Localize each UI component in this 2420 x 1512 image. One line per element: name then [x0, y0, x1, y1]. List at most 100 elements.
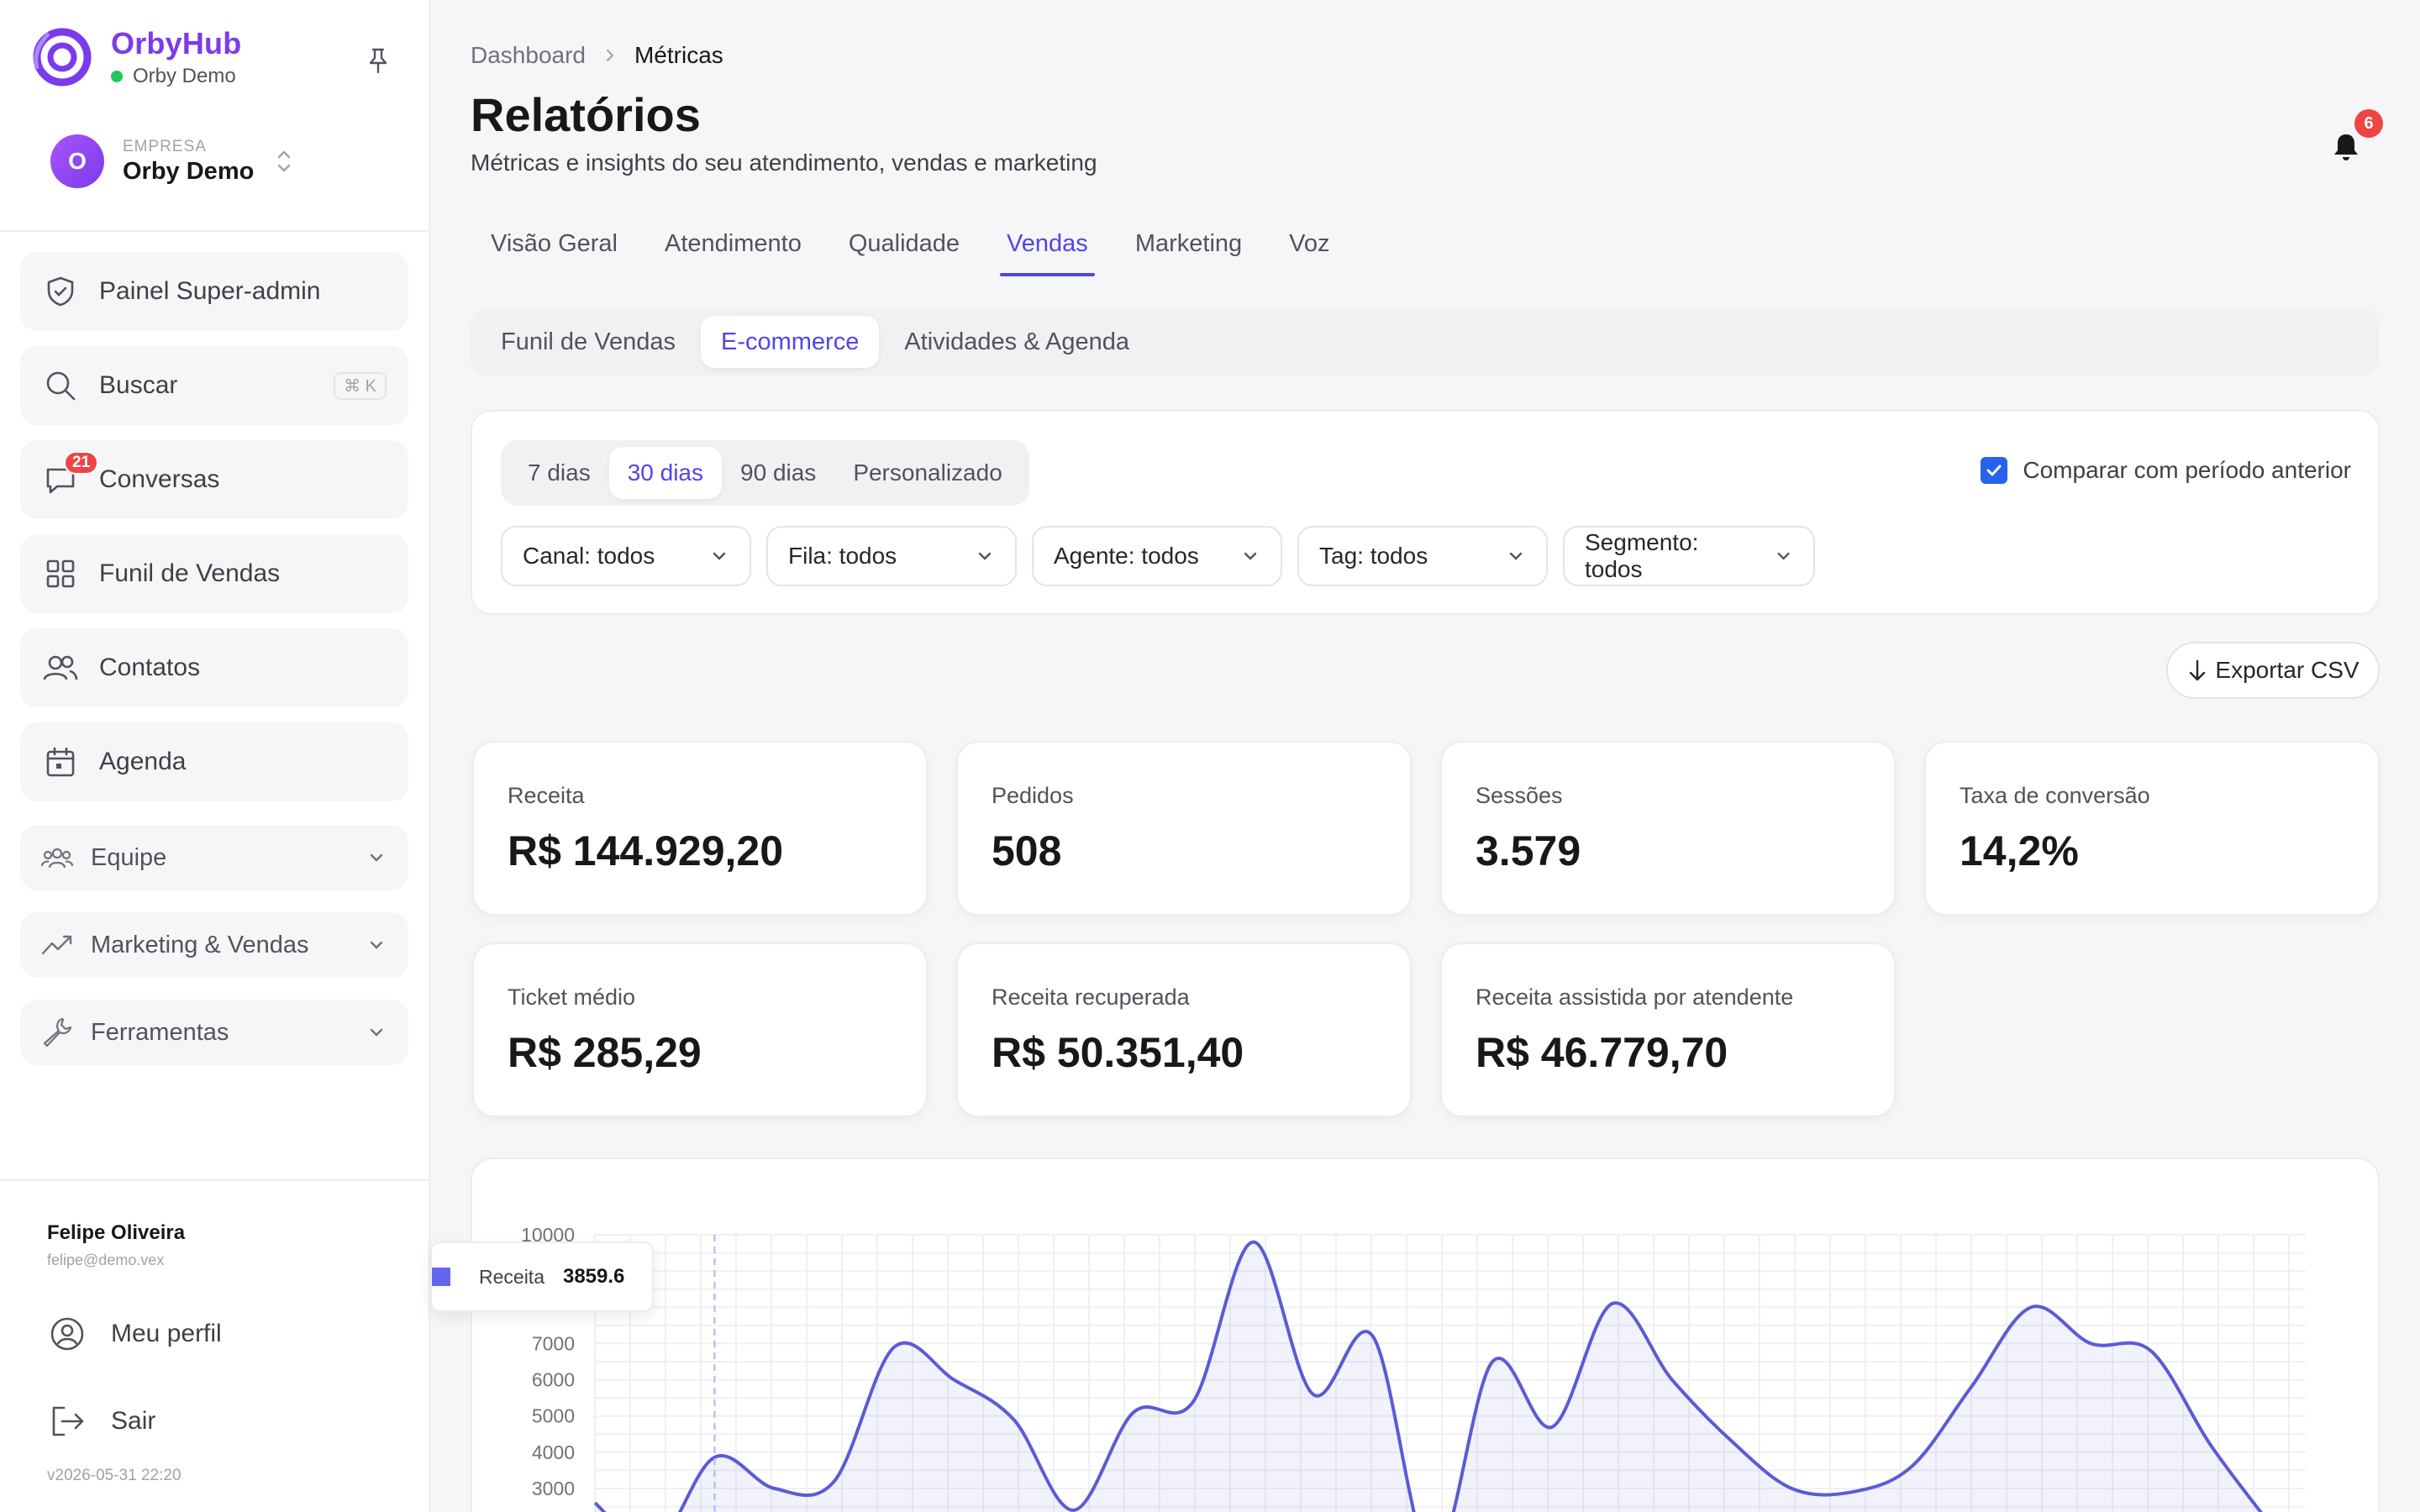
sidebar-item-sales-funnel[interactable]: Funil de Vendas: [20, 534, 408, 613]
select-value: Agente: todos: [1054, 543, 1199, 569]
keyboard-shortcut: ⌘ K: [334, 371, 387, 400]
tooltip-value: 3859.6: [562, 1265, 625, 1288]
select-value: Segmento: todos: [1585, 529, 1699, 582]
kpi-value: R$ 285,29: [508, 1029, 702, 1076]
bell-icon[interactable]: [2331, 131, 2361, 161]
user-email: felipe@demo.vex: [47, 1252, 165, 1268]
sidebar-group-label: Marketing & Vendas: [91, 931, 309, 958]
tab-overview[interactable]: Visão Geral: [491, 230, 618, 257]
kpi-value: R$ 144.929,20: [508, 827, 784, 874]
page-title: Relatórios: [471, 88, 701, 141]
period-7-days[interactable]: 7 dias: [528, 459, 591, 486]
chevron-down-icon: [713, 552, 726, 560]
chevron-down-icon: [1244, 552, 1257, 560]
sidebar-item-calendar[interactable]: Agenda: [20, 722, 408, 801]
logout-link[interactable]: Sair: [49, 1403, 155, 1440]
select-value: Canal: todos: [523, 543, 655, 569]
logout-label: Sair: [111, 1407, 156, 1435]
kpi-label: Sessões: [1476, 783, 1563, 808]
period-selector: 7 dias 30 dias 90 dias Personalizado: [501, 440, 1029, 506]
export-csv-button[interactable]: Exportar CSV: [2166, 642, 2380, 699]
compare-toggle[interactable]: Comparar com período anterior: [1981, 457, 2351, 484]
kpi-card-revenue: Receita R$ 144.929,20: [472, 741, 928, 916]
tab-sales[interactable]: Vendas: [986, 225, 1108, 276]
tab-voice[interactable]: Voz: [1289, 230, 1330, 257]
kpi-value: R$ 46.779,70: [1476, 1029, 1728, 1076]
report-tabs: Visão Geral Atendimento Qualidade Vendas…: [471, 225, 1357, 276]
segment-select[interactable]: Segmento: todos: [1563, 526, 1815, 586]
online-dot: [111, 71, 123, 82]
chat-icon: 21: [42, 451, 99, 498]
subtab-sales-funnel[interactable]: Funil de Vendas: [501, 328, 676, 355]
sidebar-item-contacts[interactable]: Contatos: [20, 628, 408, 707]
sidebar-group-tools[interactable]: Ferramentas: [20, 1000, 408, 1065]
chevron-up-down-icon: [278, 150, 291, 172]
chevron-down-icon: [370, 941, 383, 949]
tab-quality[interactable]: Qualidade: [848, 230, 960, 257]
period-30-days[interactable]: 30 dias: [608, 447, 723, 499]
agent-select[interactable]: Agente: todos: [1032, 526, 1282, 586]
chevron-down-icon: [1509, 552, 1523, 560]
company-name: Orby Demo: [123, 157, 255, 185]
company-switcher[interactable]: O EMPRESA Orby Demo: [50, 134, 294, 188]
workspace-status: Orby Demo: [111, 65, 241, 88]
sidebar: OrbyHub Orby Demo O EMPRESA Orby Demo Pa…: [0, 0, 430, 1512]
sidebar-item-label: Funil de Vendas: [99, 559, 281, 587]
sidebar-item-conversations[interactable]: 21 Conversas: [20, 440, 408, 519]
kpi-value: 508: [992, 827, 1062, 874]
queue-select[interactable]: Fila: todos: [766, 526, 1017, 586]
y-tick-label: 5000: [532, 1405, 575, 1427]
breadcrumb-current: Métricas: [634, 42, 723, 68]
kpi-label: Pedidos: [992, 783, 1074, 808]
sidebar-item-search[interactable]: Buscar ⌘ K: [20, 346, 408, 425]
y-tick-label: 3000: [532, 1478, 575, 1499]
kpi-card-average-ticket: Ticket médio R$ 285,29: [472, 942, 928, 1117]
breadcrumb-root[interactable]: Dashboard: [471, 42, 586, 68]
kpi-card-sessions: Sessões 3.579: [1440, 741, 1896, 916]
subtab-ecommerce[interactable]: E-commerce: [700, 316, 880, 368]
logout-icon: [52, 1406, 84, 1436]
channel-select[interactable]: Canal: todos: [501, 526, 751, 586]
sidebar-item-label: Buscar: [99, 371, 178, 399]
compare-checkbox[interactable]: [1981, 457, 2008, 484]
company-avatar: O: [50, 134, 104, 188]
sidebar-item-super-admin[interactable]: Painel Super-admin: [20, 252, 408, 331]
kpi-value: 3.579: [1476, 827, 1581, 874]
sidebar-group-team[interactable]: Equipe: [20, 825, 408, 890]
calendar-icon: [42, 743, 79, 780]
y-tick-label: 4000: [532, 1441, 575, 1463]
chevron-right-icon: [606, 50, 614, 61]
tab-support[interactable]: Atendimento: [665, 230, 802, 257]
sidebar-footer-divider: [0, 1179, 429, 1181]
kpi-label: Taxa de conversão: [1960, 783, 2150, 808]
profile-label: Meu perfil: [111, 1320, 222, 1347]
pin-icon[interactable]: [363, 45, 393, 76]
kpi-card-recovered-revenue: Receita recuperada R$ 50.351,40: [956, 942, 1412, 1117]
breadcrumb: Dashboard Métricas: [471, 42, 723, 69]
profile-link[interactable]: Meu perfil: [49, 1315, 222, 1352]
chevron-down-icon: [978, 552, 992, 560]
period-90-days[interactable]: 90 dias: [740, 459, 817, 486]
period-custom[interactable]: Personalizado: [853, 459, 1002, 486]
workspace-name: Orby Demo: [133, 65, 236, 87]
compare-label: Comparar com período anterior: [2023, 457, 2351, 483]
tag-select[interactable]: Tag: todos: [1297, 526, 1548, 586]
sidebar-divider: [0, 230, 429, 232]
subtab-activities[interactable]: Atividades & Agenda: [904, 328, 1129, 355]
user-circle-icon: [50, 1317, 84, 1351]
kpi-card-assisted-revenue: Receita assistida por atendente R$ 46.77…: [1440, 942, 1896, 1117]
app-version: v2026-05-31 22:20: [47, 1467, 182, 1484]
select-value: Tag: todos: [1319, 543, 1428, 569]
orbyhub-logo-icon: [33, 28, 92, 87]
brand[interactable]: OrbyHub Orby Demo: [29, 25, 241, 89]
sidebar-item-label: Painel Super-admin: [99, 277, 321, 305]
chart-tooltip: Receita 3859.6: [430, 1242, 654, 1312]
unread-badge: 21: [64, 451, 99, 475]
page-subtitle: Métricas e insights do seu atendimento, …: [471, 150, 1097, 176]
kpi-value: 14,2%: [1960, 827, 2079, 874]
y-tick-label: 7000: [532, 1332, 575, 1354]
tab-marketing[interactable]: Marketing: [1134, 230, 1243, 257]
sidebar-group-marketing-sales[interactable]: Marketing & Vendas: [20, 912, 408, 978]
notification-badge: 6: [2354, 109, 2383, 138]
